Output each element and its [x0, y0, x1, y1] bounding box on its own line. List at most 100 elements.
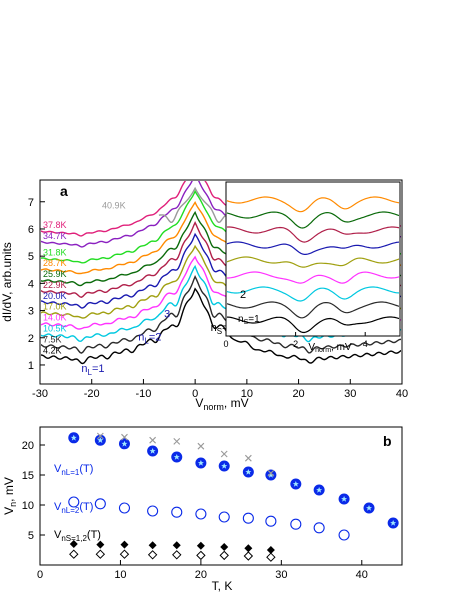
b-x-tick-label: 40 [356, 569, 368, 581]
b-point-cross [197, 442, 205, 450]
b-point-star [245, 469, 252, 475]
b-point-vns [196, 541, 205, 550]
a-annotation: nL=2 [138, 331, 161, 345]
panel-a-xlabel: Vnorm, mV [195, 396, 248, 412]
b-point-vnl2 [290, 518, 302, 530]
panel-b-points [68, 432, 399, 562]
a-curve-label: 14.0K [43, 313, 67, 323]
a-annotation: nL=1 [81, 363, 104, 377]
b-point-vnl2 [195, 508, 207, 520]
b-point-vns2 [147, 550, 158, 560]
b-point-star [221, 463, 228, 469]
b-point-vns [172, 541, 181, 550]
b-point-vns [69, 540, 78, 548]
b-point-vns [96, 540, 105, 549]
a-curve [41, 275, 401, 354]
panel-b-x-axis: 0 10 20 30 40 [37, 560, 368, 581]
b-point-cross [96, 432, 104, 440]
a-curve-label: 4.2K [43, 345, 62, 355]
b-point-vns [244, 544, 253, 553]
a-y-tick-label: 2 [28, 333, 34, 345]
b-point-vns [120, 540, 129, 549]
b-x-tick-label: 20 [195, 569, 207, 581]
inset-x-tick-label: 4 [363, 339, 368, 349]
inset-curve [227, 241, 399, 255]
a-x-tick-label: 40 [396, 388, 408, 400]
b-point-vnl2 [338, 529, 350, 541]
inset-curve [227, 316, 399, 334]
a-curve-label: 28.7K [43, 258, 67, 268]
panel-b-y-axis: 5 10 15 20 [22, 440, 45, 542]
panel-a-x-axis: -30 -20 -10 0 10 20 30 40 [32, 379, 408, 400]
inset-curve [227, 271, 399, 284]
a-y-tick-label: 1 [28, 360, 34, 372]
panel-b-ylabel: Vn, mV [2, 477, 18, 515]
b-point-vnl2 [147, 505, 159, 517]
panel-b: 0 10 20 30 40 5 10 15 20 b Vn, mV T, K VnL=1(T)… [2, 426, 403, 593]
inset-label-ns1: nS=1 [238, 314, 260, 326]
panel-a-label: a [60, 183, 68, 199]
a-y-tick-label: 3 [28, 306, 34, 318]
inset-curve [227, 196, 399, 213]
legend-vnl1: VnL=1(T) [54, 463, 93, 477]
a-annotation: 3 [164, 308, 170, 320]
panel-a-y-axis: 1 2 3 4 5 6 7 [28, 197, 45, 372]
b-point-vns2 [266, 552, 276, 562]
b-point-vnl2 [313, 522, 325, 534]
a-y-tick-label: 7 [28, 197, 34, 209]
legend-vns12: VnS=1,2(T) [54, 529, 101, 543]
a-curve-label: 37.8K [43, 220, 67, 230]
a-curve-label: 10.5K [43, 324, 67, 334]
b-y-tick-label: 10 [22, 500, 34, 512]
a-curve-label: 34.7K [43, 231, 67, 241]
b-point-cross [149, 436, 157, 444]
a-x-tick-label: -20 [84, 388, 100, 400]
b-point-vnl2 [171, 506, 183, 518]
b-point-star [341, 496, 348, 502]
b-point-vnl2 [265, 515, 277, 527]
inset-x-tick-label: 0 [223, 339, 228, 349]
panel-a-curve-labels: 4.2K7.5K10.5K14.0K17.0K20.0K22.9K25.9K28… [43, 201, 126, 356]
a-curve-label: 25.9K [43, 269, 67, 279]
b-point-star [70, 434, 77, 441]
b-point-vnl2 [242, 512, 254, 524]
b-point-vnl2 [118, 502, 131, 514]
inset-x-tick-label: 2 [293, 339, 298, 349]
inset-curve [227, 256, 399, 268]
a-x-tick-label: -30 [32, 388, 48, 400]
inset-curves [227, 196, 399, 334]
b-point-star [149, 448, 156, 454]
a-curve-label: 31.8K [43, 247, 67, 257]
panel-b-label: b [383, 433, 392, 449]
b-point-vns [220, 543, 229, 551]
panel-a-frame [39, 179, 403, 385]
b-point-vns2 [95, 549, 106, 559]
inset-curve [227, 226, 399, 243]
b-point-cross [267, 469, 275, 477]
a-curve [158, 186, 232, 224]
legend-vnl2: VnL=2(T) [54, 501, 93, 515]
b-point-vnl2 [94, 498, 106, 510]
a-x-tick-label: 30 [344, 388, 356, 400]
b-point-star [366, 505, 373, 511]
a-curve-label: 17.0K [43, 302, 67, 312]
a-curve-label: 20.0K [43, 291, 67, 301]
inset-curve [227, 286, 399, 302]
a-curve-label: 40.9K [102, 201, 126, 211]
inset-label-2: 2 [240, 289, 246, 301]
a-x-tick-label: 0 [192, 388, 198, 400]
a-y-tick-label: 5 [28, 251, 34, 263]
b-point-star [173, 454, 180, 460]
panel-b-frame [39, 426, 403, 566]
a-x-tick-label: -10 [135, 388, 151, 400]
panel-a-inset: 0 2 4 2 nS=1 Vnorm, mV [223, 181, 401, 354]
b-x-tick-label: 30 [275, 569, 287, 581]
a-x-tick-label: 10 [241, 388, 253, 400]
b-y-tick-label: 15 [22, 470, 34, 482]
inset-curve [227, 211, 399, 229]
b-point-vns2 [172, 550, 182, 560]
b-x-tick-label: 0 [37, 569, 43, 581]
b-point-vns2 [119, 549, 130, 559]
